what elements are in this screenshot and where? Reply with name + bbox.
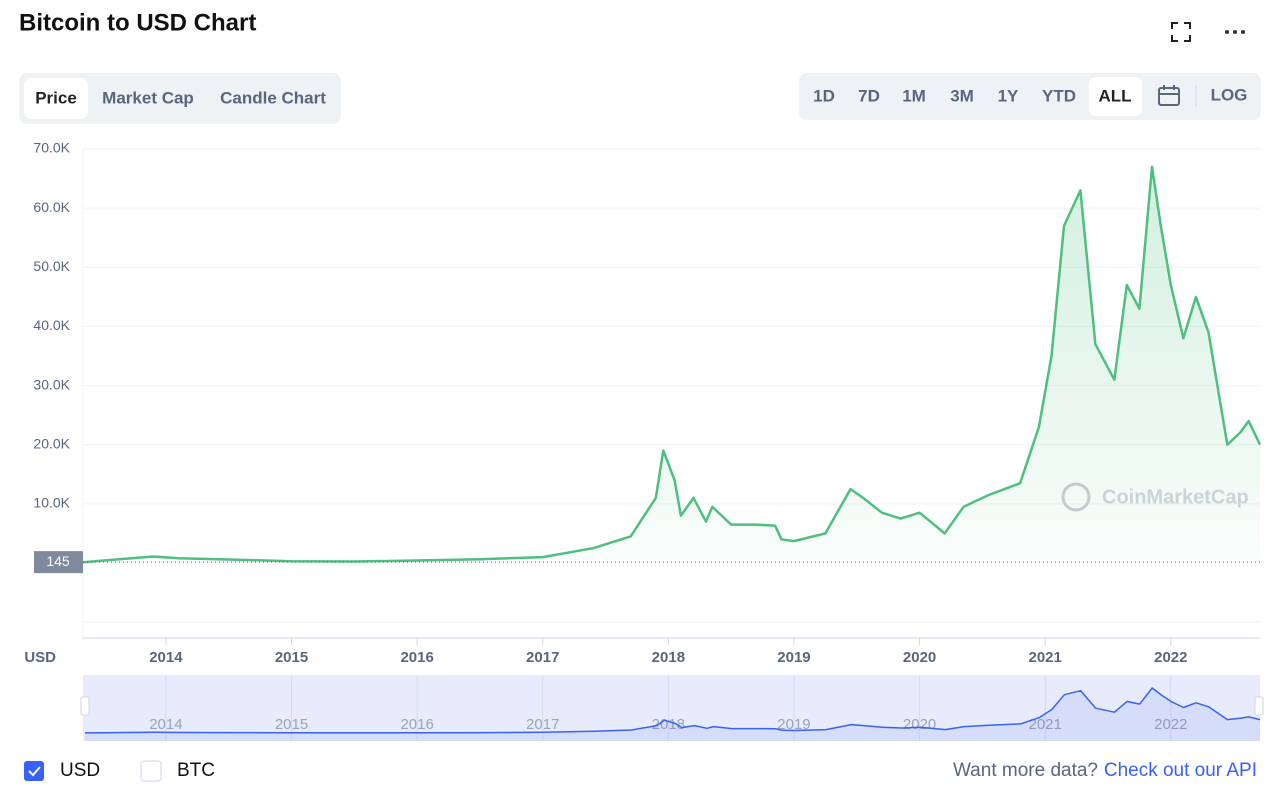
x-tick-label: 2022: [1154, 649, 1187, 666]
navigator-tick-label: 2016: [400, 716, 433, 733]
range-button[interactable]: 1D: [813, 86, 835, 105]
y-tick-label: 60.0K: [33, 199, 70, 215]
axis-label: USD: [24, 649, 56, 666]
page-title: Bitcoin to USD Chart: [19, 9, 256, 36]
y-tick-label: 10.0K: [33, 495, 70, 511]
navigator-line-area: [85, 688, 1260, 741]
y-tick-label: 40.0K: [33, 317, 70, 333]
chart-tab[interactable]: Price: [35, 88, 77, 107]
currency-label: BTC: [177, 760, 215, 781]
navigator-tick-label: 2018: [652, 716, 685, 733]
log-button[interactable]: LOG: [1211, 85, 1248, 104]
x-tick-label: 2014: [149, 649, 183, 666]
calendar-icon[interactable]: [1158, 85, 1180, 106]
x-tick-label: 2016: [400, 649, 433, 666]
navigator-tick-label: 2014: [149, 716, 182, 733]
more-icon[interactable]: [1225, 30, 1245, 34]
navigator-handle[interactable]: [80, 696, 90, 716]
price-marker-label: 145: [46, 553, 70, 569]
y-tick-label: 20.0K: [33, 435, 70, 451]
usd-checkbox[interactable]: [24, 761, 44, 781]
navigator-tick-label: 2017: [526, 716, 559, 733]
tab-bar: [19, 73, 341, 124]
range-button[interactable]: ALL: [1098, 86, 1131, 105]
x-tick-label: 2020: [903, 649, 936, 666]
chart-tab[interactable]: Market Cap: [102, 88, 194, 107]
navigator-handle[interactable]: [1254, 696, 1264, 716]
x-tick-label: 2015: [275, 649, 308, 666]
price-line-area: [83, 166, 1260, 563]
footer-text: Want more data?: [953, 760, 1098, 781]
btc-checkbox[interactable]: [140, 760, 162, 782]
chart-tab[interactable]: Candle Chart: [220, 88, 326, 107]
active-range-bg: [1089, 77, 1142, 116]
x-tick-label: 2017: [526, 649, 559, 666]
navigator-tick-label: 2019: [777, 716, 810, 733]
navigator-bg: [83, 675, 1260, 741]
currency-label: USD: [60, 760, 100, 781]
check-mark: [28, 766, 41, 777]
x-tick-label: 2021: [1029, 649, 1062, 666]
navigator-tick-label: 2022: [1154, 716, 1187, 733]
y-tick-label: 70.0K: [33, 140, 70, 156]
x-tick-label: 2018: [652, 649, 685, 666]
range-button[interactable]: 1Y: [998, 86, 1019, 105]
active-tab-bg: [24, 78, 88, 119]
range-bar: [799, 73, 1261, 120]
range-button[interactable]: 3M: [950, 86, 974, 105]
y-tick-label: 50.0K: [33, 258, 70, 274]
range-button[interactable]: 1M: [902, 86, 926, 105]
navigator-line: [84, 687, 1261, 734]
fullscreen-icon[interactable]: [1171, 22, 1191, 42]
api-link[interactable]: Check out our API: [1104, 760, 1257, 781]
x-tick-label: 2019: [777, 649, 810, 666]
price-line: [82, 165, 1262, 564]
navigator-tick-label: 2021: [1029, 716, 1062, 733]
range-button[interactable]: 7D: [858, 86, 880, 105]
range-button[interactable]: YTD: [1042, 86, 1076, 105]
price-marker-bg: [34, 551, 83, 574]
navigator-tick-label: 2015: [275, 716, 308, 733]
y-tick-label: 30.0K: [33, 376, 70, 392]
